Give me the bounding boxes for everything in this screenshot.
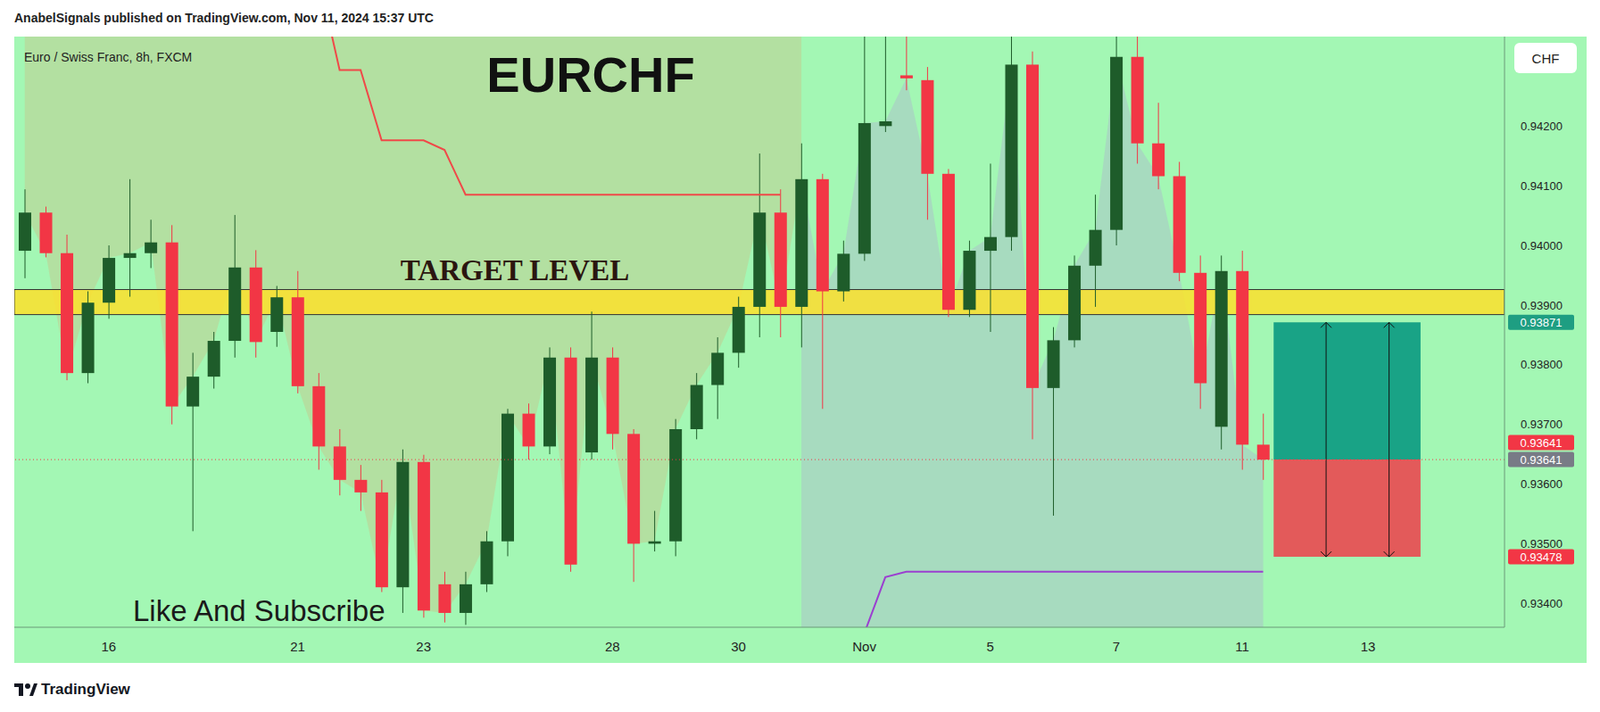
svg-text:5: 5 xyxy=(986,638,995,655)
svg-text:0.93700: 0.93700 xyxy=(1520,417,1563,432)
svg-text:0.93400: 0.93400 xyxy=(1520,596,1563,611)
svg-text:0.94000: 0.94000 xyxy=(1520,239,1563,253)
html-text:TARGET LEVEL: TARGET LEVEL xyxy=(400,254,630,287)
svg-text:16: 16 xyxy=(101,638,117,655)
svg-text:0.93600: 0.93600 xyxy=(1520,477,1563,491)
svg-text:0.93500: 0.93500 xyxy=(1520,537,1563,551)
svg-text:0.94200: 0.94200 xyxy=(1520,119,1563,133)
svg-text:30: 30 xyxy=(730,638,747,655)
html-text:EURCHF: EURCHF xyxy=(486,46,695,103)
html-text:Euro / Swiss Franc, 8h, FXCM: Euro / Swiss Franc, 8h, FXCM xyxy=(24,49,193,65)
svg-text:13: 13 xyxy=(1360,638,1377,655)
svg-text:0.93800: 0.93800 xyxy=(1520,357,1563,372)
svg-text:28: 28 xyxy=(605,638,621,655)
svg-text:23: 23 xyxy=(415,638,432,655)
svg-text:0.93871: 0.93871 xyxy=(1520,315,1563,330)
svg-text:21: 21 xyxy=(290,638,306,655)
html-text:AnabelSignals published on Tra: AnabelSignals published on TradingView.c… xyxy=(14,10,434,25)
svg-text:Nov: Nov xyxy=(852,638,877,655)
html-text:TradingView: TradingView xyxy=(41,680,131,698)
html-text:CHF: CHF xyxy=(1531,50,1560,66)
svg-text:11: 11 xyxy=(1235,638,1250,655)
html-text:Like And Subscribe: Like And Subscribe xyxy=(132,594,386,628)
svg-text:0.93478: 0.93478 xyxy=(1520,550,1563,564)
svg-text:0.93641: 0.93641 xyxy=(1520,436,1563,450)
svg-text:0.93900: 0.93900 xyxy=(1520,298,1563,313)
svg-text:0.93641: 0.93641 xyxy=(1520,453,1563,467)
svg-text:0.94100: 0.94100 xyxy=(1520,179,1563,193)
svg-text:7: 7 xyxy=(1112,638,1120,655)
